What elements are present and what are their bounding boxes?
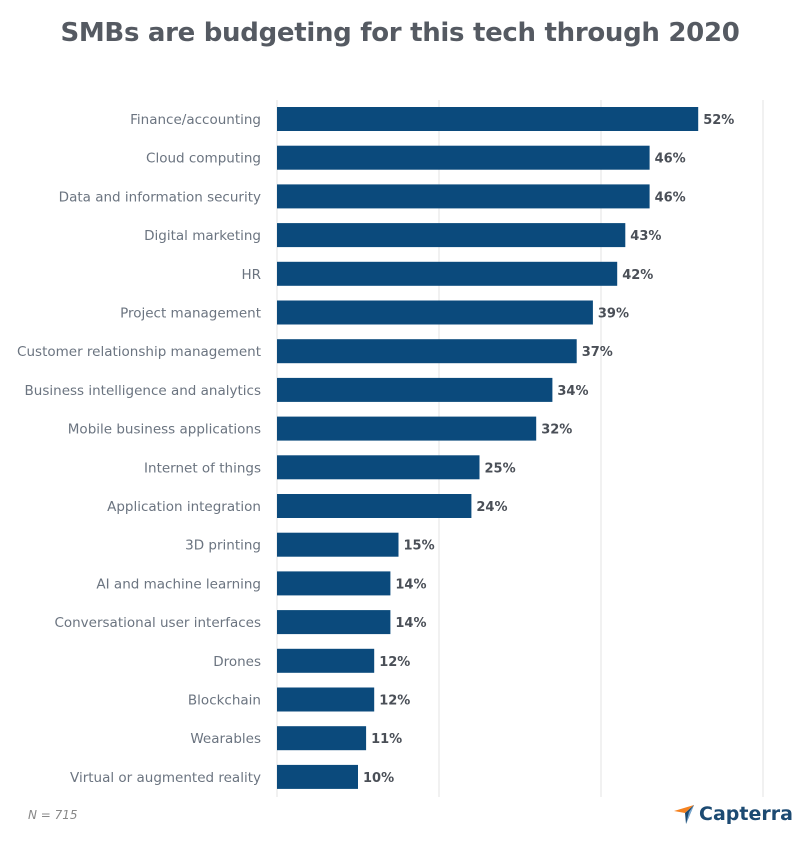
bar <box>277 377 553 402</box>
value-label: 39% <box>598 307 629 322</box>
bar <box>277 648 375 673</box>
bar <box>277 184 650 209</box>
capterra-logo-text: Capterra <box>699 803 793 825</box>
capterra-logo: Capterra <box>674 803 793 825</box>
category-label: Cloud computing <box>146 151 261 167</box>
bar <box>277 571 391 596</box>
category-label: Wearables <box>190 731 261 747</box>
value-label: 46% <box>655 190 686 205</box>
category-label: Customer relationship management <box>17 344 261 360</box>
value-label: 37% <box>582 345 613 360</box>
category-label: Project management <box>120 306 261 322</box>
category-label: Blockchain <box>188 693 261 709</box>
value-label: 34% <box>557 384 588 399</box>
bar <box>277 494 472 518</box>
category-label: Mobile business applications <box>68 422 261 438</box>
category-label: Drones <box>213 654 261 670</box>
value-label: 14% <box>395 616 426 631</box>
bar-chart: Finance/accounting 52% Cloud computing 46% D… <box>17 100 764 797</box>
bar <box>277 145 650 170</box>
bar <box>277 339 577 364</box>
bar <box>277 687 375 712</box>
bar <box>277 107 699 131</box>
bar <box>277 455 480 480</box>
value-label: 12% <box>379 655 410 670</box>
category-label: 3D printing <box>185 538 261 554</box>
capterra-logo-icon <box>674 805 694 824</box>
value-label: 25% <box>485 461 516 476</box>
bar <box>277 764 358 789</box>
value-label: 15% <box>404 539 435 554</box>
bar <box>277 416 537 441</box>
bar <box>277 223 626 248</box>
category-label: Application integration <box>107 499 261 515</box>
value-label: 10% <box>363 771 394 786</box>
chart-title: SMBs are budgeting for this tech through… <box>60 18 740 48</box>
bar <box>277 610 391 635</box>
value-label: 43% <box>630 229 661 244</box>
bar <box>277 532 399 557</box>
category-label: Business intelligence and analytics <box>25 383 261 399</box>
value-label: 12% <box>379 694 410 709</box>
value-label: 52% <box>703 113 734 128</box>
value-label: 46% <box>655 152 686 167</box>
value-label: 11% <box>371 732 402 747</box>
category-label: AI and machine learning <box>96 576 261 592</box>
value-label: 14% <box>395 577 426 592</box>
sample-size-note: N = 715 <box>28 808 78 822</box>
category-label: HR <box>241 267 261 283</box>
category-label: Internet of things <box>144 460 261 476</box>
bar <box>277 726 367 751</box>
value-label: 42% <box>622 268 653 283</box>
bar <box>277 261 618 286</box>
category-label: Finance/accounting <box>130 112 261 128</box>
category-label: Data and information security <box>59 189 261 205</box>
category-label: Digital marketing <box>144 228 261 244</box>
value-label: 32% <box>541 423 572 438</box>
bar <box>277 300 593 325</box>
category-label: Conversational user interfaces <box>54 615 261 631</box>
category-label: Virtual or augmented reality <box>70 770 261 786</box>
value-label: 24% <box>476 500 507 515</box>
